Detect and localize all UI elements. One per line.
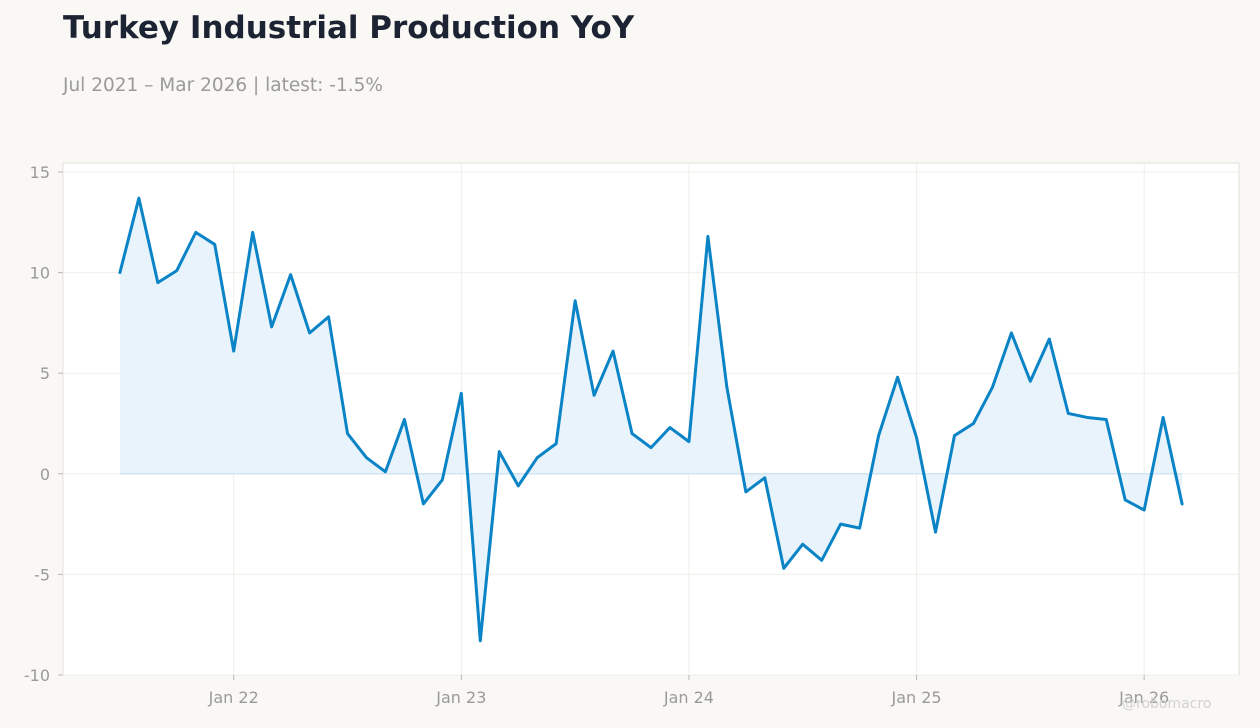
x-axis: Jan 22 Jan 23 Jan 24 Jan 25 Jan 26 — [208, 675, 1169, 707]
y-tick-label: -10 — [24, 666, 50, 685]
chart-title: Turkey Industrial Production YoY — [63, 10, 635, 46]
area-fill — [119, 198, 1183, 641]
x-tick-label: Jan 26 — [1118, 688, 1169, 707]
chart-subtitle: Jul 2021 – Mar 2026 | latest: -1.5% — [63, 75, 383, 96]
x-tick-label: Jan 24 — [663, 688, 714, 707]
series-group — [118, 196, 1184, 643]
watermark: @robomacro — [1122, 696, 1212, 712]
y-tick-label: -5 — [34, 565, 50, 584]
y-tick-label: 0 — [40, 465, 50, 484]
y-tick-label: 5 — [40, 364, 50, 383]
y-tick-label: 10 — [30, 264, 50, 283]
y-axis: 15 10 5 0 -5 -10 — [24, 163, 63, 685]
x-tick-label: Jan 22 — [208, 688, 259, 707]
x-tick-label: Jan 23 — [435, 688, 486, 707]
x-tick-label: Jan 25 — [890, 688, 941, 707]
y-tick-label: 15 — [30, 163, 50, 182]
area-fill-group — [119, 198, 1183, 641]
